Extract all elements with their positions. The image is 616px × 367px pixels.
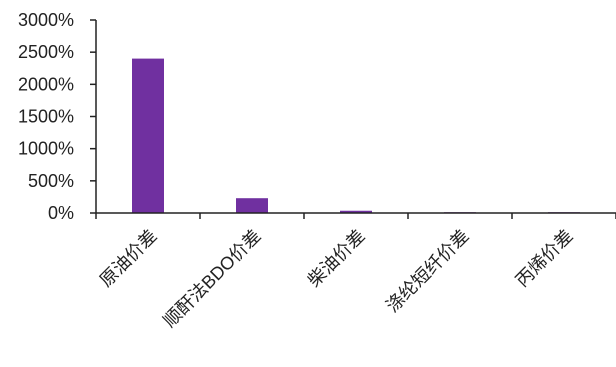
y-tick-label: 3000%: [18, 10, 74, 30]
x-tick-label: 原油价差: [96, 226, 161, 291]
y-tick-label: 1500%: [18, 107, 74, 127]
y-tick-label: 0%: [48, 203, 74, 223]
y-axis: 0% 500% 1000% 1500% 2000% 2500% 3000%: [18, 10, 97, 223]
y-tick-label: 2500%: [18, 42, 74, 62]
y-tick-label: 1000%: [18, 139, 74, 159]
bar: [340, 210, 372, 213]
bar: [132, 58, 164, 213]
bars: [132, 58, 580, 213]
y-tick-label: 500%: [28, 171, 74, 191]
x-tick-label: 顺酐法BDO价差: [159, 226, 264, 331]
x-tick-label: 丙烯价差: [512, 226, 577, 291]
y-tick-label: 2000%: [18, 74, 74, 94]
bar: [236, 198, 268, 213]
x-tick-label: 柴油价差: [304, 226, 369, 291]
x-tick-label: 涤纶短纤价差: [382, 226, 473, 317]
